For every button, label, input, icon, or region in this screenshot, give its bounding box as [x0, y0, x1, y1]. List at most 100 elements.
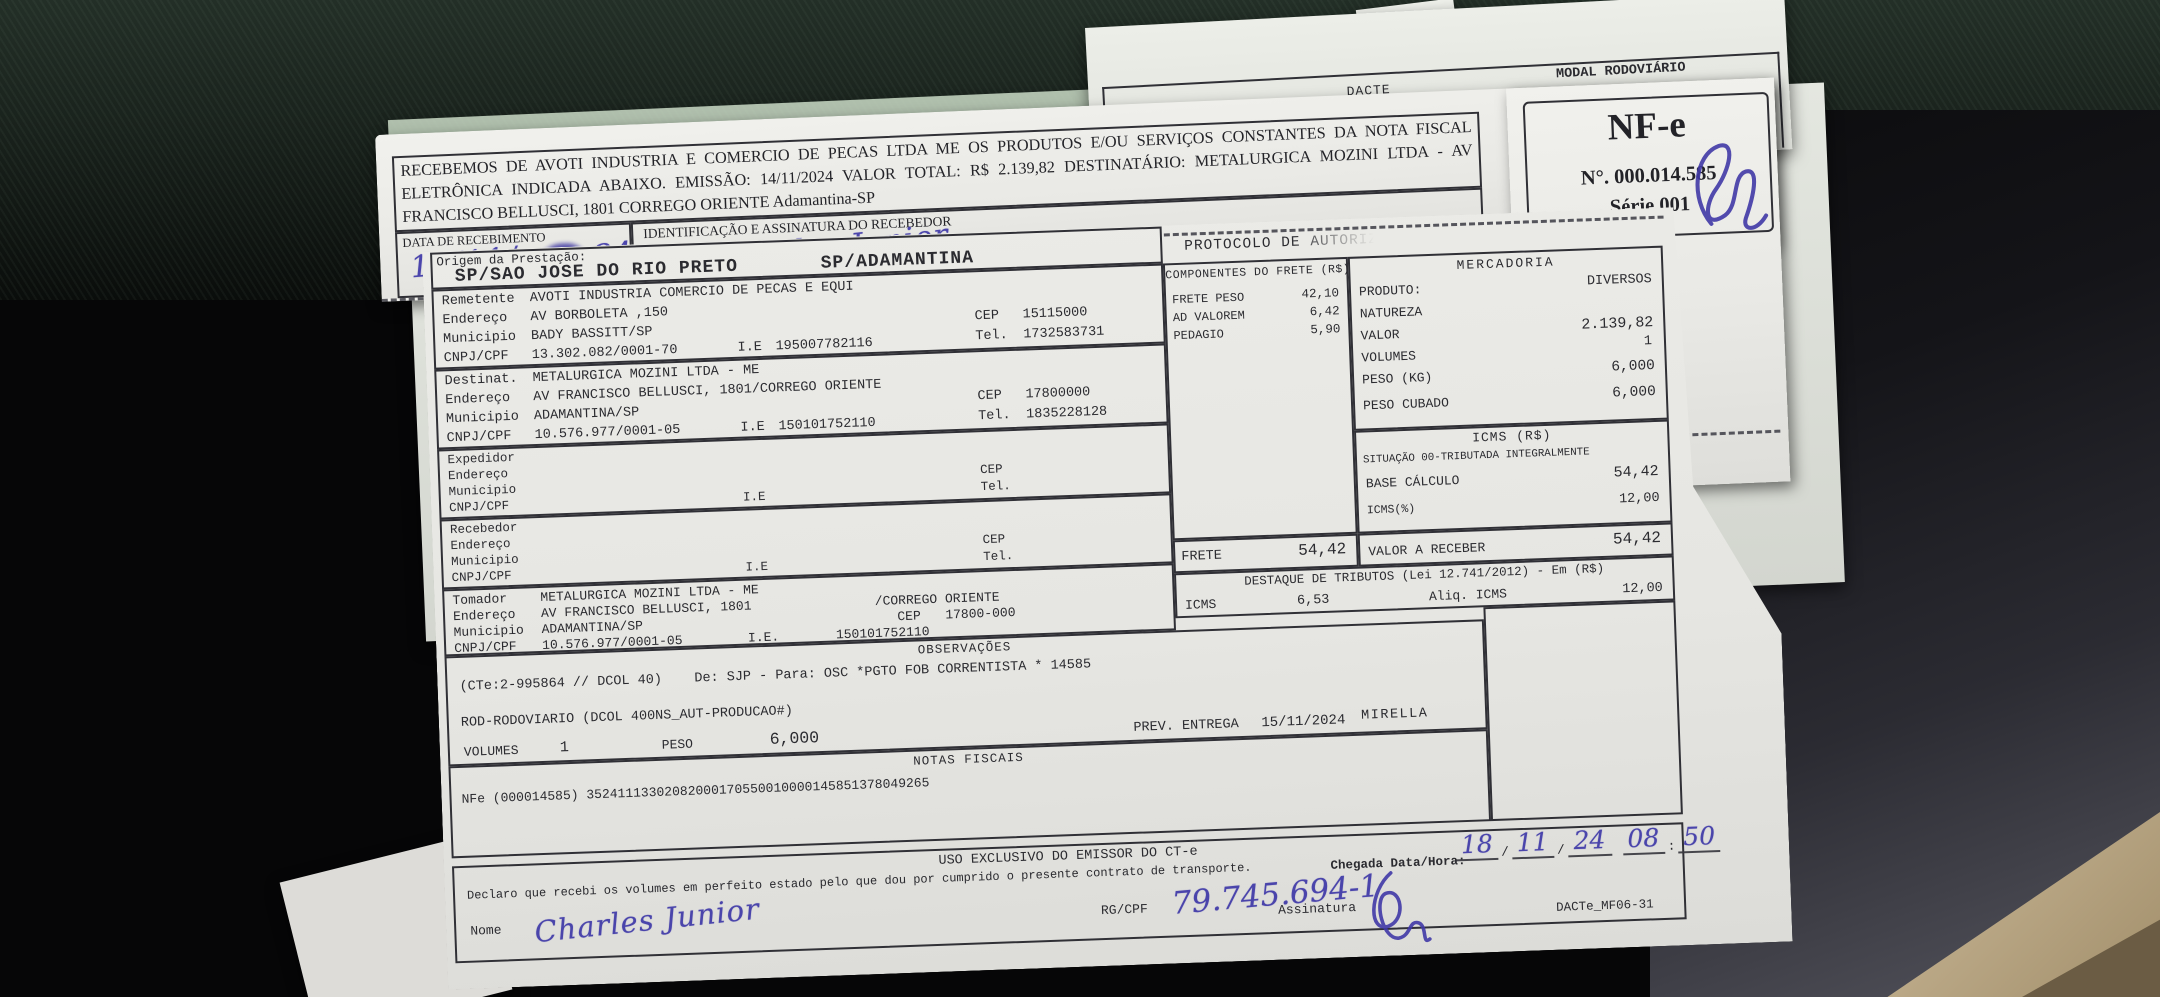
- rg-cpf-label: RG/CPF: [1100, 901, 1149, 919]
- danfe-canhoto-sheet: RECEBEMOS DE AVOTI INDUSTRIA E COMERCIO …: [375, 77, 1791, 565]
- remetente-municipio: BADY BASSITT/SP: [530, 324, 653, 345]
- icms-aliquota-label: ICMS(%): [1366, 502, 1416, 518]
- destinatario-ie: 150101752110: [778, 415, 876, 435]
- expedidor-municipio-label: Municipio: [448, 482, 517, 500]
- frete-total-label: FRETE: [1181, 548, 1223, 566]
- remetente-tipo-label: Remetente: [441, 291, 515, 310]
- observacoes-linha2: ROD-RODOVIARIO (DCOL 400NS_AUT-PRODUCAO#…: [460, 704, 794, 731]
- recebedor-signature-mark: [1695, 143, 1769, 230]
- componente-ad-valorem-valor: 6,42: [1309, 304, 1340, 320]
- destinatario-tel-label: Tel.: [977, 408, 1011, 425]
- valor-receber-valor: 54,42: [1612, 528, 1662, 549]
- frete-total-valor: 54,42: [1297, 540, 1347, 560]
- componentes-frete-title: COMPONENTES DO FRETE (R$): [1165, 262, 1351, 283]
- form-code: DACTe_MF06-31: [1555, 897, 1654, 915]
- recebedor-cnpj-label: CNPJ/CPF: [451, 569, 512, 586]
- obs-prev-entrega-label: PREV. ENTREGA: [1133, 717, 1240, 736]
- mercadoria-peso-label: PESO (KG): [1361, 369, 1433, 388]
- icms-base-label: BASE CÁLCULO: [1365, 473, 1460, 492]
- destinatario-municipio: ADAMANTINA/SP: [533, 405, 640, 425]
- remetente-ie: 195007782116: [775, 335, 874, 355]
- componente-frete-peso-valor: 42,10: [1301, 286, 1340, 302]
- chegada-sep3: :: [1667, 838, 1676, 854]
- destinatario-cnpj-label: CNPJ/CPF: [446, 428, 512, 447]
- tomador-endereco-label: Endereço: [452, 606, 516, 625]
- destinatario-municipio-label: Municipio: [445, 409, 520, 428]
- right-empty-band: [1483, 600, 1683, 821]
- componente-pedagio-label: PEDAGIO: [1173, 327, 1225, 344]
- tomador-ie-label: I.E.: [747, 629, 780, 646]
- icms-box: ICMS (R$) SITUAÇÃO 00-TRIBUTADA INTEGRAL…: [1354, 420, 1672, 534]
- expedidor-tel-label: Tel.: [980, 479, 1012, 495]
- recebedor-municipio-label: Municipio: [450, 552, 519, 570]
- obs-prev-entrega: 15/11/2024: [1261, 712, 1346, 732]
- recebedor-endereco-label: Endereço: [450, 537, 511, 554]
- destaque-icms: 6,53: [1296, 592, 1330, 609]
- remetente-tel: 1732583731: [1023, 324, 1105, 343]
- obs-peso: 6,000: [769, 728, 820, 749]
- remetente-cep-label: CEP: [974, 308, 1000, 325]
- chegada-sep1: /: [1500, 844, 1510, 860]
- recebedor-tipo-label: Recebedor: [449, 520, 518, 538]
- tomador-tipo-label: Tomador: [452, 591, 508, 609]
- remetente-cep: 15115000: [1022, 305, 1088, 323]
- icms-situacao: SITUAÇÃO 00-TRIBUTADA INTEGRALMENTE: [1362, 446, 1590, 467]
- componente-pedagio-valor: 5,90: [1310, 322, 1341, 338]
- chegada-minuto: 50: [1678, 821, 1721, 853]
- obs-volumes: 1: [559, 739, 570, 757]
- chegada-ano: 24: [1567, 825, 1612, 858]
- remetente-tel-label: Tel.: [975, 328, 1009, 345]
- obs-peso-label: PESO: [661, 736, 694, 753]
- mercadoria-peso: 6,000: [1611, 357, 1656, 376]
- destinatario-cnpj: 10.576.977/0001-05: [534, 422, 681, 444]
- uso-signature-mark: [1360, 863, 1435, 960]
- destinatario-tipo-label: Destinat.: [444, 371, 518, 390]
- tomador-municipio-label: Municipio: [453, 622, 525, 641]
- mercadoria-volumes: 1: [1643, 334, 1653, 350]
- mercadoria-peso-cubado: 6,000: [1612, 383, 1657, 402]
- nome-label: Nome: [470, 922, 502, 939]
- chegada-mes: 11: [1511, 827, 1554, 859]
- expedidor-cnpj-label: CNPJ/CPF: [448, 499, 510, 516]
- chegada-dia: 18: [1455, 829, 1498, 861]
- expedidor-cep-label: CEP: [979, 462, 1003, 478]
- uso-exclusivo-box: USO EXCLUSIVO DO EMISSOR DO CT-e Declaro…: [452, 822, 1687, 963]
- remetente-ie-label: I.E: [737, 339, 763, 356]
- dacte-main-sheet: Origem da Prestação: SP/SAO JOSE DO RIO …: [422, 204, 1793, 990]
- remetente-municipio-label: Municipio: [442, 329, 517, 348]
- componente-frete-peso-label: FRETE PESO: [1171, 290, 1245, 308]
- destaque-aliq: 12,00: [1622, 580, 1664, 598]
- mercadoria-natureza-label: NATUREZA: [1359, 304, 1423, 322]
- destaque-aliq-label: Aliq. ICMS: [1428, 586, 1508, 605]
- chegada-hora: 08: [1622, 823, 1665, 855]
- destinatario-cep-label: CEP: [977, 388, 1003, 405]
- componentes-frete-box: COMPONENTES DO FRETE (R$) FRETE PESO 42,…: [1163, 257, 1358, 540]
- obs-volumes-label: VOLUMES: [463, 742, 519, 760]
- mercadoria-peso-cubado-label: PESO CUBADO: [1362, 395, 1450, 414]
- expedidor-endereco-label: Endereço: [447, 467, 509, 484]
- conferente-mirella: MIRELLA: [1360, 706, 1429, 724]
- destaque-icms-label: ICMS: [1184, 596, 1217, 613]
- remetente-cnpj: 13.302.082/0001-70: [531, 342, 678, 364]
- mercadoria-valor-label: VALOR: [1360, 327, 1400, 344]
- recebedor-ie-label: I.E: [745, 559, 769, 575]
- destinatario-endereco-label: Endereço: [445, 390, 511, 409]
- chegada-handwriting-row: 18 / 11 / 24 08 : 50: [1455, 821, 1720, 861]
- protocolo-label: PROTOCOLO DE AUTORIZ: [1184, 231, 1379, 255]
- tomador-cep-label: CEP: [897, 608, 922, 625]
- valor-receber-label: VALOR A RECEBER: [1368, 540, 1486, 560]
- remetente-endereco: AV BORBOLETA ,150: [530, 305, 669, 326]
- mercadoria-valor: 2.139,82: [1581, 314, 1654, 334]
- mercadoria-box: MERCADORIA PRODUTO: DIVERSOS NATUREZA VA…: [1348, 246, 1669, 431]
- remetente-nome: AVOTI INDUSTRIA COMERCIO DE PECAS E EQUI: [529, 279, 854, 307]
- destinatario-tel: 1835228128: [1025, 404, 1108, 423]
- destinatario-ie-label: I.E: [740, 419, 766, 436]
- icms-base: 54,42: [1613, 462, 1659, 482]
- chegada-sep2: /: [1556, 842, 1566, 858]
- nome-handwriting: Charles Junior: [532, 891, 762, 950]
- mercadoria-volumes-label: VOLUMES: [1361, 348, 1417, 366]
- componente-ad-valorem-label: AD VALOREM: [1172, 308, 1246, 326]
- destino-value: SP/ADAMANTINA: [820, 248, 975, 274]
- recebedor-tel-label: Tel.: [983, 549, 1014, 565]
